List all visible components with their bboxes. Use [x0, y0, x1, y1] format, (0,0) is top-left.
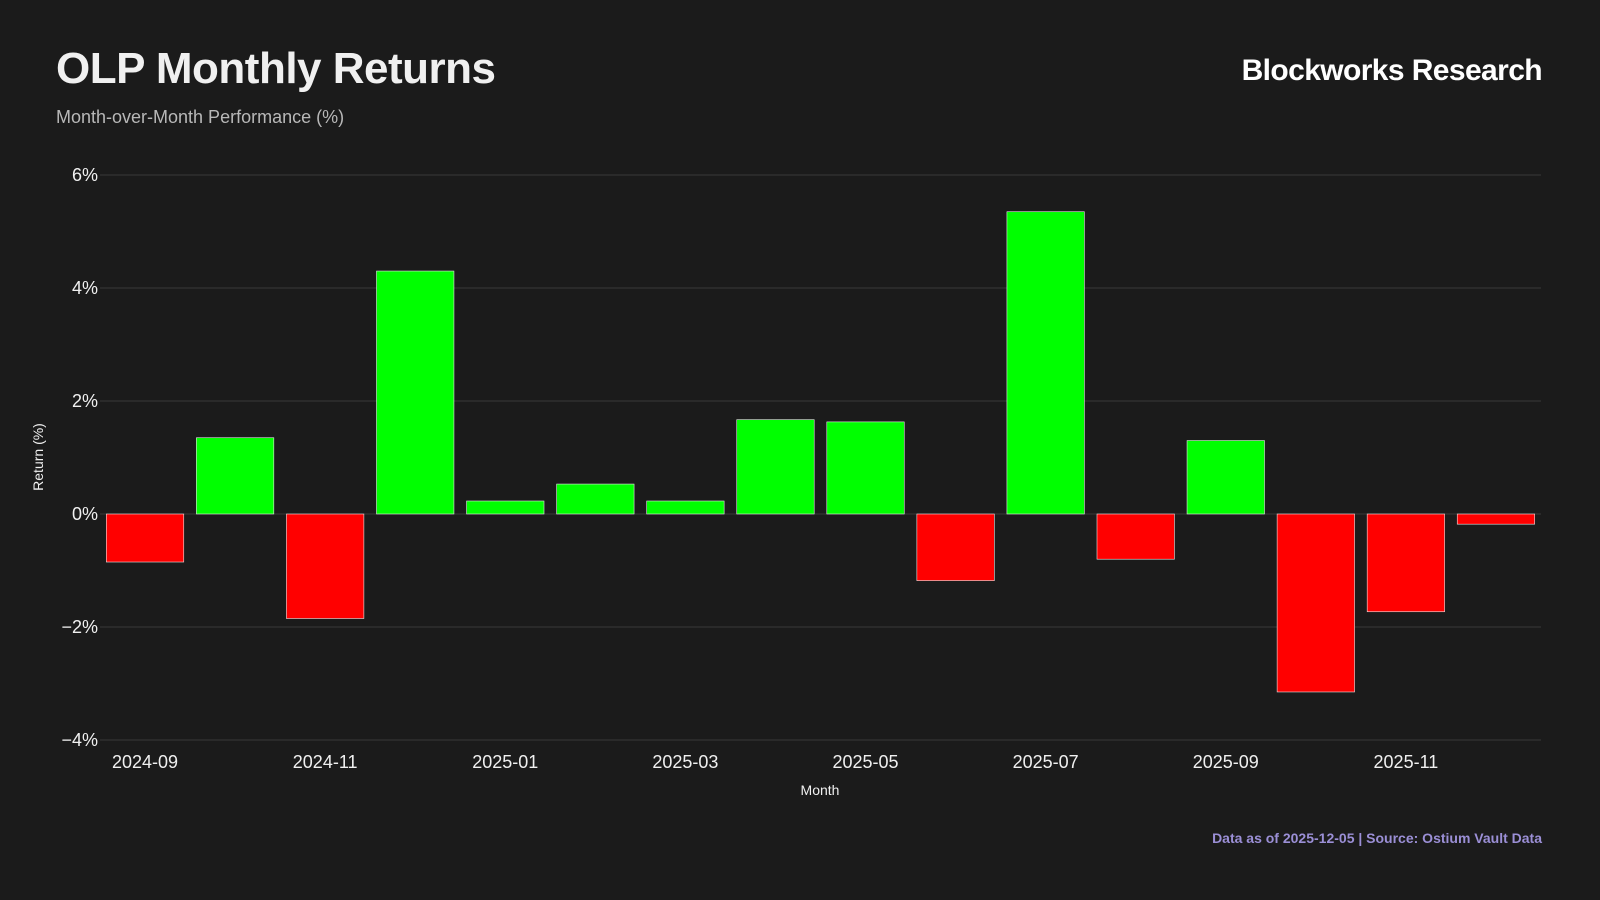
bar-2025-07 — [1006, 211, 1085, 515]
bar-2025-01 — [466, 500, 545, 515]
x-tick-label: 2024-09 — [112, 752, 178, 772]
y-tick-label: 2% — [72, 391, 98, 411]
bar-2025-05 — [826, 421, 905, 515]
bar-2024-11 — [286, 513, 365, 619]
chart-title: OLP Monthly Returns — [56, 44, 496, 93]
x-tick-label: 2025-09 — [1193, 752, 1259, 772]
bar-2024-09 — [106, 513, 185, 563]
bar-2025-04 — [736, 419, 815, 515]
y-tick-label: 0% — [72, 504, 98, 524]
x-tick-label: 2025-11 — [1374, 752, 1439, 772]
x-tick-label: 2025-07 — [1013, 752, 1079, 772]
bar-2025-06 — [916, 513, 995, 581]
bar-2025-11 — [1366, 513, 1445, 613]
y-tick-label: 4% — [72, 278, 98, 298]
bars — [106, 211, 1535, 693]
x-tick-label: 2025-03 — [652, 752, 718, 772]
x-tick-label: 2025-01 — [472, 752, 538, 772]
y-tick-label: −4% — [61, 730, 98, 750]
x-axis-ticks: 2024-09 2024-11 2025-01 2025-03 2025-05 2025-… — [112, 752, 1438, 772]
y-axis-title: Return (%) — [30, 423, 46, 491]
y-axis-ticks: 6% 4% 2% 0% −2% −4% — [61, 165, 98, 750]
x-tick-label: 2024-11 — [293, 752, 358, 772]
bar-2024-12 — [376, 270, 455, 515]
chart-subtitle: Month-over-Month Performance (%) — [56, 107, 345, 127]
bar-2025-09 — [1186, 440, 1265, 515]
x-tick-label: 2025-05 — [833, 752, 899, 772]
source-note: Data as of 2025-12-05 | Source: Ostium V… — [1212, 830, 1542, 846]
bar-2025-10 — [1276, 513, 1355, 693]
bar-2024-10 — [196, 437, 275, 515]
bar-2025-03 — [646, 500, 725, 515]
y-tick-label: −2% — [61, 617, 98, 637]
bar-2025-08 — [1096, 513, 1175, 560]
x-axis-title: Month — [801, 782, 840, 798]
brand-logo: Blockworks Research — [1241, 54, 1543, 87]
bar-2025-02 — [556, 483, 635, 515]
bar-2025-12 — [1456, 513, 1535, 525]
y-tick-label: 6% — [72, 165, 98, 185]
